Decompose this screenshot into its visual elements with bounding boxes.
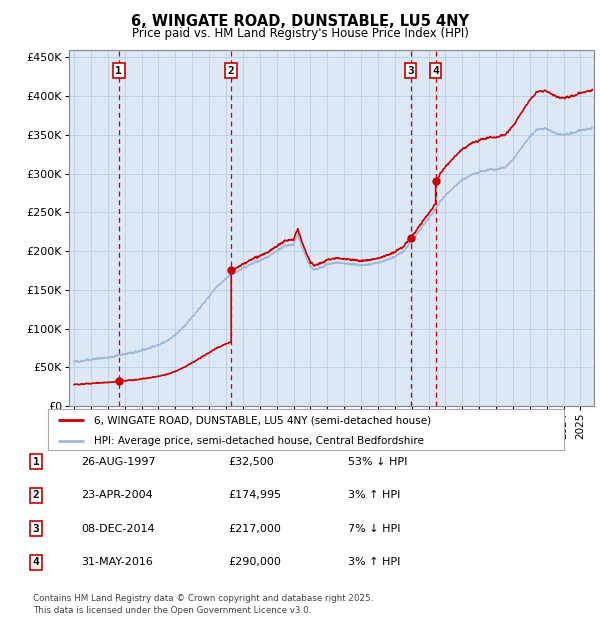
Text: Price paid vs. HM Land Registry's House Price Index (HPI): Price paid vs. HM Land Registry's House …: [131, 27, 469, 40]
Text: 4: 4: [432, 66, 439, 76]
Text: 3% ↑ HPI: 3% ↑ HPI: [348, 557, 400, 567]
Text: 53% ↓ HPI: 53% ↓ HPI: [348, 457, 407, 467]
Text: 26-AUG-1997: 26-AUG-1997: [81, 457, 155, 467]
Text: HPI: Average price, semi-detached house, Central Bedfordshire: HPI: Average price, semi-detached house,…: [94, 436, 424, 446]
Text: 6, WINGATE ROAD, DUNSTABLE, LU5 4NY (semi-detached house): 6, WINGATE ROAD, DUNSTABLE, LU5 4NY (sem…: [94, 415, 431, 425]
Text: 1: 1: [32, 457, 40, 467]
Text: £217,000: £217,000: [228, 524, 281, 534]
Text: Contains HM Land Registry data © Crown copyright and database right 2025.
This d: Contains HM Land Registry data © Crown c…: [33, 594, 373, 615]
Text: 2: 2: [32, 490, 40, 500]
Text: 3: 3: [32, 524, 40, 534]
Text: 1: 1: [115, 66, 122, 76]
Text: 23-APR-2004: 23-APR-2004: [81, 490, 153, 500]
Text: 31-MAY-2016: 31-MAY-2016: [81, 557, 153, 567]
Text: 4: 4: [32, 557, 40, 567]
Text: 08-DEC-2014: 08-DEC-2014: [81, 524, 155, 534]
Text: 6, WINGATE ROAD, DUNSTABLE, LU5 4NY: 6, WINGATE ROAD, DUNSTABLE, LU5 4NY: [131, 14, 469, 29]
Text: 3% ↑ HPI: 3% ↑ HPI: [348, 490, 400, 500]
Text: £290,000: £290,000: [228, 557, 281, 567]
Text: 7% ↓ HPI: 7% ↓ HPI: [348, 524, 401, 534]
Text: £32,500: £32,500: [228, 457, 274, 467]
Text: 2: 2: [228, 66, 235, 76]
Text: 3: 3: [407, 66, 414, 76]
Text: £174,995: £174,995: [228, 490, 281, 500]
